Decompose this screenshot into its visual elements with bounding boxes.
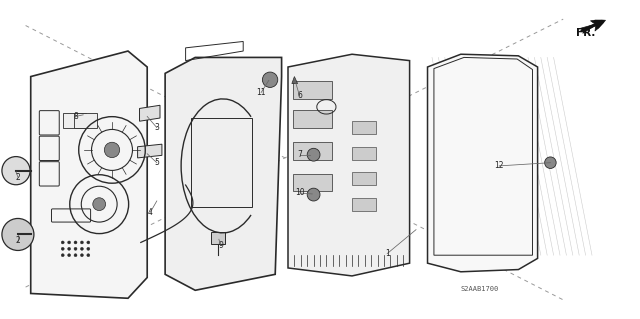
Circle shape [68,247,70,250]
Bar [293,110,332,128]
Bar [352,198,376,211]
Bar [293,174,332,191]
Text: 8: 8 [73,112,78,121]
Circle shape [545,157,556,168]
Bar [74,113,97,128]
Text: 3: 3 [154,123,159,132]
Polygon shape [288,54,410,276]
Bar [352,147,376,160]
Text: S2AAB1700: S2AAB1700 [461,286,499,292]
Bar [293,81,332,99]
Circle shape [81,247,83,250]
Circle shape [307,188,320,201]
Bar [191,118,252,207]
Circle shape [307,148,320,161]
Bar [211,232,225,244]
FancyArrowPatch shape [580,20,605,33]
Circle shape [87,247,90,250]
Bar [352,172,376,185]
Bar [293,142,332,160]
Circle shape [68,241,70,244]
Text: 1: 1 [385,249,390,258]
Circle shape [2,157,30,185]
Polygon shape [31,51,147,298]
Text: 2: 2 [15,173,20,182]
Polygon shape [165,57,282,290]
Polygon shape [292,77,298,84]
Text: 4: 4 [148,208,153,217]
Circle shape [61,247,64,250]
Circle shape [87,241,90,244]
Circle shape [93,198,106,211]
Circle shape [81,254,83,257]
Circle shape [74,254,77,257]
Circle shape [262,72,278,87]
Text: 2: 2 [15,236,20,245]
Circle shape [81,241,83,244]
Circle shape [104,142,120,158]
Circle shape [2,219,34,250]
Circle shape [74,241,77,244]
Circle shape [87,254,90,257]
Text: 12: 12 [495,161,504,170]
Circle shape [61,241,64,244]
Text: 7: 7 [297,150,302,159]
Polygon shape [140,105,160,121]
Bar [63,113,86,128]
Text: 5: 5 [154,158,159,167]
Text: 9: 9 [218,241,223,250]
Bar [58,89,86,139]
Circle shape [61,254,64,257]
Circle shape [68,254,70,257]
Text: FR.: FR. [576,28,595,39]
Polygon shape [428,54,538,272]
Text: 10: 10 [294,189,305,197]
Bar [352,121,376,134]
FancyArrowPatch shape [582,21,603,31]
Text: 11: 11 [257,88,266,97]
Polygon shape [138,144,162,158]
Circle shape [74,247,77,250]
Text: 6: 6 [297,91,302,100]
